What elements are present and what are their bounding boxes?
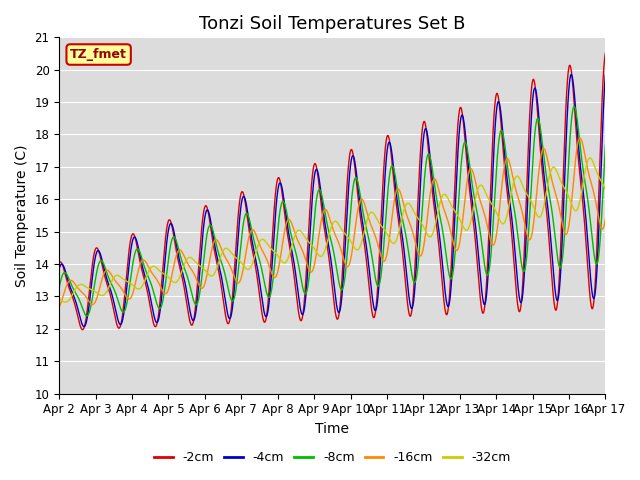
-32cm [554,169,561,175]
-4cm [80,324,88,329]
Title: Tonzi Soil Temperatures Set B: Tonzi Soil Temperatures Set B [199,15,465,33]
-2cm [360,239,368,245]
-8cm [569,109,577,115]
-2cm [569,79,577,85]
-8cm [602,143,609,148]
Y-axis label: Soil Temperature (C): Soil Temperature (C) [15,144,29,287]
-32cm [348,241,356,247]
-2cm [348,148,356,154]
-2cm [492,99,499,105]
-4cm [360,229,368,235]
Line: -8cm: -8cm [60,107,605,316]
Line: -16cm: -16cm [60,138,605,307]
Text: TZ_fmet: TZ_fmet [70,48,127,61]
-16cm [576,135,584,141]
-4cm [602,72,609,78]
-16cm [56,304,63,310]
-16cm [568,192,576,198]
-32cm [569,204,577,209]
-16cm [348,250,356,255]
-8cm [570,104,578,109]
-32cm [56,296,63,302]
-16cm [553,196,561,202]
-4cm [569,77,577,83]
-32cm [492,207,499,213]
-4cm [208,225,216,230]
-32cm [208,273,216,279]
-16cm [208,248,216,253]
-4cm [56,265,63,271]
Legend: -2cm, -4cm, -8cm, -16cm, -32cm: -2cm, -4cm, -8cm, -16cm, -32cm [148,446,516,469]
-8cm [208,224,216,230]
-2cm [208,232,216,238]
-8cm [56,284,63,290]
-16cm [491,240,499,245]
-4cm [348,154,356,159]
X-axis label: Time: Time [316,422,349,436]
-32cm [586,155,594,161]
Line: -4cm: -4cm [60,74,605,326]
-16cm [602,216,609,222]
-32cm [602,187,609,193]
-8cm [492,188,499,193]
-2cm [79,327,86,333]
-4cm [568,72,575,77]
-32cm [62,299,70,305]
-8cm [348,191,356,197]
-8cm [360,215,368,221]
-4cm [554,298,561,303]
-16cm [360,199,367,205]
-8cm [554,253,561,259]
-2cm [554,301,561,307]
Line: -32cm: -32cm [60,158,605,302]
-2cm [56,260,63,265]
-32cm [360,229,368,235]
-2cm [602,50,609,56]
Line: -2cm: -2cm [60,53,605,330]
-8cm [83,313,91,319]
-4cm [492,125,499,131]
